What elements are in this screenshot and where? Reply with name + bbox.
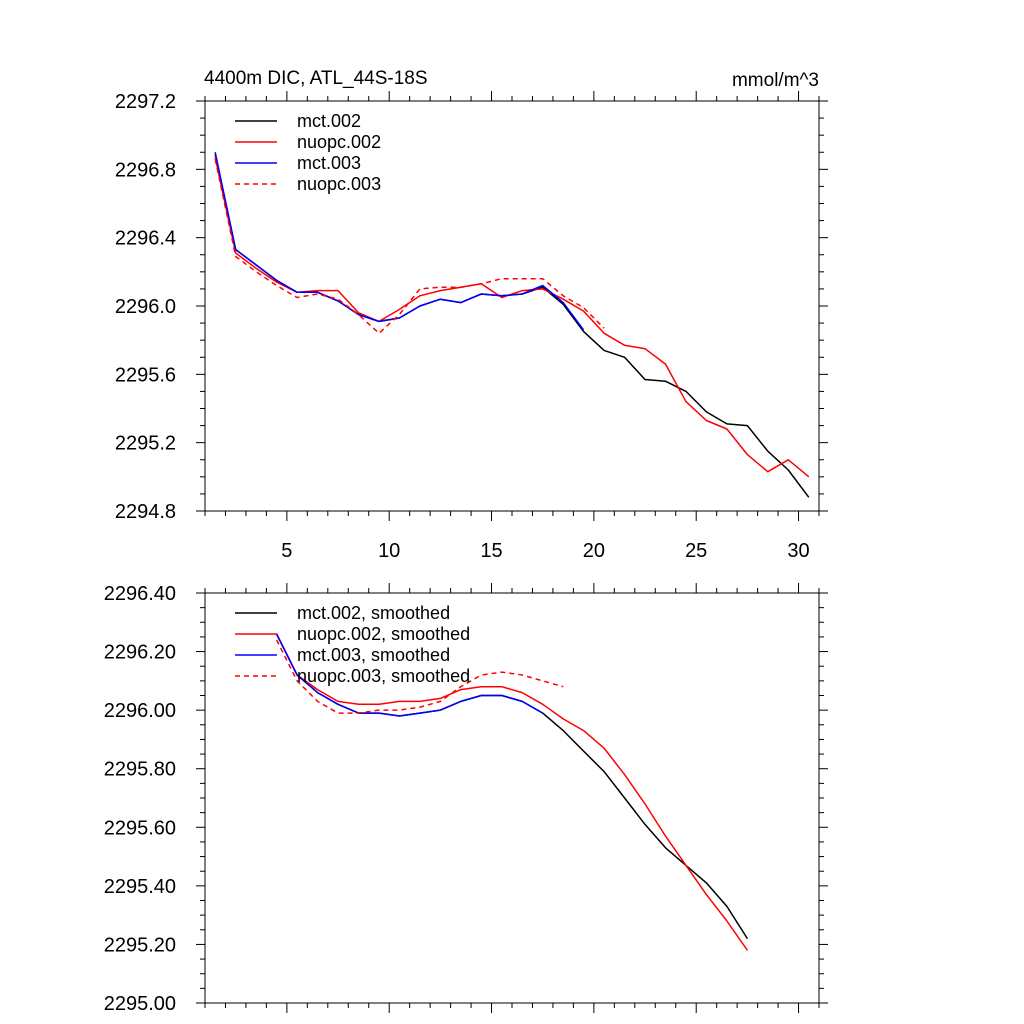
legend-label: mct.002 (297, 111, 361, 131)
top-axes: 2294.8 2295.2 2295.6 2296.0 2296.4 2296.8 2297… (115, 91, 828, 562)
bottom-series-line-2 (275, 633, 544, 717)
y-tick-label: 2296.20 (104, 642, 176, 664)
top-series-line-0 (214, 153, 810, 498)
top-panel-units: mmol/m^3 (732, 70, 819, 91)
bottom-series-group (275, 633, 749, 951)
y-tick-label: 2295.80 (104, 759, 176, 781)
legend-label: mct.003 (297, 153, 361, 173)
legend-label: nuopc.002, smoothed (297, 624, 470, 644)
bottom-axes: 2295.00 2295.20 2295.40 2295.60 2295.80 2296.… (104, 583, 828, 1015)
top-series-group (214, 152, 810, 498)
top-panel-title: 4400m DIC, ATL_44S-18S (204, 68, 428, 89)
x-tick-label: 5 (281, 540, 292, 562)
legend-label: mct.002, smoothed (297, 603, 450, 623)
top-series-line-2 (214, 152, 585, 331)
bottom-series-line-1 (275, 633, 749, 951)
top-series-line-1 (214, 157, 810, 478)
bottom-panel: 2295.00 2295.20 2295.40 2295.60 2295.80 2296.… (104, 583, 828, 1015)
y-tick-label: 2295.6 (115, 364, 176, 386)
y-tick-label: 2295.2 (115, 433, 176, 455)
y-tick-label: 2295.00 (104, 993, 176, 1015)
y-tick-label: 2296.00 (104, 700, 176, 722)
y-tick-label: 2295.60 (104, 817, 176, 839)
legend-label: mct.003, smoothed (297, 645, 450, 665)
y-tick-label: 2294.8 (115, 501, 176, 523)
legend-label: nuopc.002 (297, 132, 381, 152)
y-tick-label: 2295.20 (104, 934, 176, 956)
legend-label: nuopc.003 (297, 174, 381, 194)
x-tick-label: 25 (685, 540, 707, 562)
y-tick-label: 2295.40 (104, 876, 176, 898)
y-tick-label: 2296.0 (115, 296, 176, 318)
y-tick-label: 2297.2 (115, 91, 176, 113)
x-tick-label: 20 (583, 540, 605, 562)
x-tick-label: 10 (378, 540, 400, 562)
top-series-line-3 (214, 158, 605, 335)
y-tick-label: 2296.8 (115, 159, 176, 181)
y-tick-label: 2296.40 (104, 583, 176, 605)
legend-label: nuopc.003, smoothed (297, 666, 470, 686)
y-tick-label: 2296.4 (115, 228, 176, 250)
x-tick-label: 30 (787, 540, 809, 562)
top-panel: 4400m DIC, ATL_44S-18S mmol/m^3 2294.822… (115, 68, 828, 562)
x-tick-label: 15 (480, 540, 502, 562)
bottom-series-line-3 (275, 639, 564, 714)
